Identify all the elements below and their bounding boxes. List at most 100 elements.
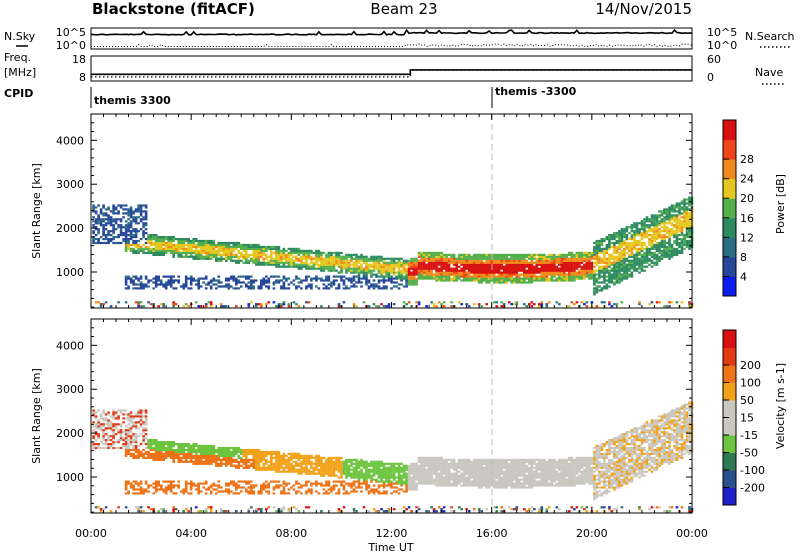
echo-cell [497,271,501,274]
echo-cell [332,257,336,260]
echo-cell [613,303,616,306]
echo-cell [658,251,661,254]
echo-cell [137,452,140,455]
echo-cell [670,234,674,237]
echo-cell [297,257,301,260]
echo-cell [300,468,303,471]
echo-cell [169,275,173,278]
echo-cell [134,448,138,452]
echo-cell [352,283,356,286]
echo-cell [400,279,403,282]
echo-cell [124,239,128,243]
echo-cell [377,263,381,266]
echo-cell [550,277,554,280]
echo-cell [390,277,393,280]
echo-cell [142,510,145,513]
echo-cell [169,484,173,487]
echo-cell [295,456,298,459]
echo-cell [199,239,203,243]
echo-cell [215,243,218,247]
echo-cell [212,277,216,280]
echo-cell [540,279,544,282]
echo-cell [134,301,138,304]
echo-cell [220,508,223,511]
echo-cell [220,452,223,455]
echo-cell [124,212,128,215]
echo-cell [142,415,145,418]
echo-cell [668,210,671,213]
echo-cell [608,236,611,239]
echo-cell [177,486,180,489]
echo-cell [625,247,629,250]
echo-cell [292,255,296,258]
echo-cell [605,263,609,266]
echo-cell [563,265,566,268]
echo-cell [237,279,241,282]
echo-cell [129,425,133,428]
echo-cell [287,247,291,250]
echo-cell [315,253,318,256]
echo-cell [665,249,669,252]
echo-cell [142,224,145,227]
echo-cell [204,448,208,452]
echo-cell [530,255,534,258]
echo-cell [157,305,160,308]
echo-cell [680,247,684,250]
echo-cell [685,226,689,229]
echo-cell [675,204,679,207]
echo-cell [605,269,609,272]
echo-cell [485,271,488,274]
echo-cell [285,470,288,473]
echo-cell [377,267,381,270]
echo-cell [300,287,303,290]
echo-cell [563,269,566,272]
echo-cell [573,253,576,256]
echo-cell [480,279,483,282]
echo-cell [117,439,120,442]
echo-cell [310,277,313,280]
echo-cell [563,263,566,266]
echo-cell [455,259,458,262]
echo-cell [282,275,286,278]
echo-cell [132,251,135,254]
echo-cell [555,255,559,258]
echo-cell [518,261,521,264]
echo-cell [292,279,296,282]
echo-cell [107,437,110,440]
echo-cell [252,466,256,469]
echo-cell [437,255,441,258]
echo-cell [477,269,481,272]
echo-cell [502,271,506,274]
echo-cell [310,257,313,260]
echo-cell [352,253,356,256]
echo-cell [623,234,626,237]
echo-cell [204,450,208,454]
echo-cell [152,303,155,306]
echo-cell [285,257,288,260]
echo-cell [605,243,609,247]
echo-cell [633,239,636,243]
echo-cell [477,267,481,270]
echo-cell [209,243,213,247]
echo-cell [460,303,463,306]
echo-cell [114,228,118,231]
echo-cell [598,245,601,249]
echo-cell [164,446,168,450]
echo-cell [523,265,526,268]
echo-cell [240,452,243,455]
echo-cell [648,228,651,231]
echo-cell [365,269,368,272]
echo-cell [215,492,218,495]
echo-cell [117,301,120,304]
echo-cell [127,230,130,233]
echo-cell [450,273,453,276]
echo-cell [117,224,120,227]
echo-cell [452,273,456,276]
echo-cell [247,305,251,308]
echo-cell [222,462,226,465]
echo-cell [169,239,173,243]
echo-cell [225,448,228,452]
echo-cell [497,275,501,278]
echo-cell [560,275,564,278]
echo-cell [352,279,356,282]
